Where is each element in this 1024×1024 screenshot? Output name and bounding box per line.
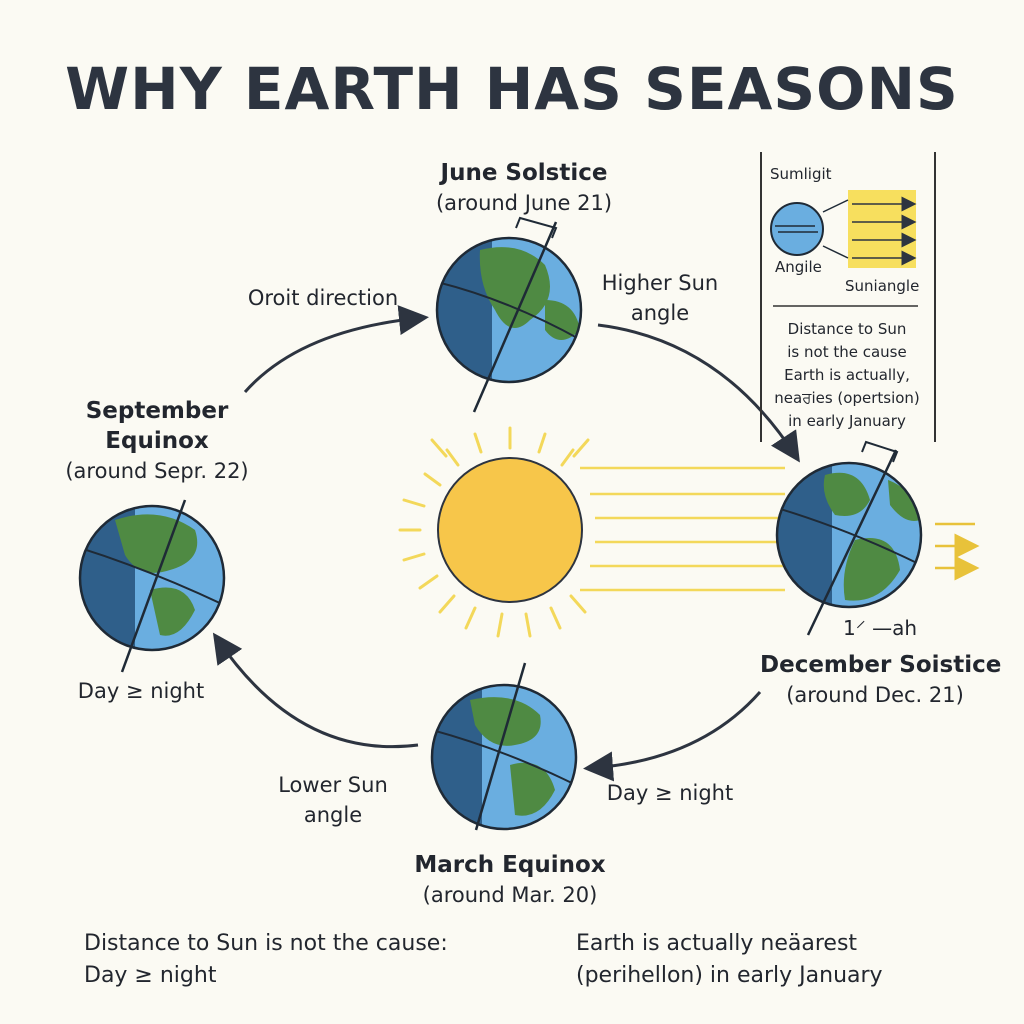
earth-september: [78, 499, 226, 673]
lower-sun-line1: Lower Sun: [278, 773, 388, 797]
sunlight-beams: [580, 466, 785, 592]
bottom-right-line1: Earth is actually neäarest: [576, 931, 858, 956]
higher-sun-angle-label: Higher Sun angle: [590, 268, 730, 328]
march-name: March Equinox: [414, 852, 606, 878]
september-date: (around Sepr. 22): [65, 459, 249, 483]
bottom-right-note: Earth is actually neäarest (perihellon) …: [576, 928, 883, 992]
day-night-left-label: Day ≥ night: [77, 679, 205, 703]
legend-note-line: neaਰies (opertsion): [774, 389, 920, 407]
december-date: (around Dec. 21): [786, 683, 964, 707]
december-mark-label: 1⸍ —ah: [842, 616, 917, 640]
page-title: WHY EARTH HAS SEASONS: [65, 55, 959, 123]
december-name: December Soistice: [760, 652, 1002, 678]
earth-december: [775, 440, 923, 636]
june-name: June Solstice: [440, 160, 608, 186]
legend-sunangle-label: Suniangle: [845, 277, 920, 295]
legend-graphic: [770, 190, 918, 307]
march-equinox-label: March Equinox (around Mar. 20): [390, 850, 630, 910]
sun-rays: [398, 426, 590, 638]
outgoing-light-arrows: [935, 522, 980, 581]
bottom-left-note: Distance to Sun is not the cause: Day ≥ …: [84, 928, 448, 992]
june-date: (around June 21): [435, 191, 613, 215]
legend-note-line: in early January: [788, 412, 906, 430]
legend-notes: Distance to Sun is not the cause Earth i…: [762, 318, 932, 433]
legend-sunlight-label: Sumligit: [770, 165, 832, 183]
december-solstice-label: December Soistice (around Dec. 21): [760, 650, 1002, 710]
june-solstice-label: June Solstice (around June 21): [409, 158, 639, 218]
lower-sun-angle-label: Lower Sun angle: [268, 770, 398, 830]
sun: [437, 457, 583, 603]
september-name-line2: Equinox: [105, 428, 209, 454]
bottom-left-line2: Day ≥ night: [84, 963, 217, 988]
orbit-direction-label: Oroit direction: [247, 286, 399, 310]
legend-note-line: Earth is actually,: [784, 366, 910, 384]
legend-angle-label: Angile: [775, 258, 822, 276]
earth-june: [435, 216, 583, 413]
legend-note-line: Distance to Sun: [787, 320, 907, 338]
legend-note-line: is not the cause: [787, 343, 907, 361]
orbit-arrow-sep-to-jun: [243, 305, 429, 393]
lower-sun-line2: angle: [303, 803, 363, 827]
september-equinox-label: September Equinox (around Sepr. 22): [40, 396, 274, 486]
march-date: (around Mar. 20): [422, 883, 598, 907]
legend-box: [760, 152, 936, 442]
day-night-right-label: Day ≥ night: [606, 781, 734, 805]
september-name-line1: September: [85, 398, 229, 424]
bottom-left-line1: Distance to Sun is not the cause:: [84, 931, 448, 956]
higher-sun-line1: Higher Sun: [601, 271, 719, 295]
higher-sun-line2: angle: [630, 301, 690, 325]
bottom-right-line2: (perihellon) in early January: [576, 963, 883, 988]
earth-march: [430, 662, 578, 831]
orbit-arrow-jun-to-dec: [597, 323, 800, 463]
orbit-arrow-mar-to-sep: [212, 632, 419, 749]
orbit-arrow-dec-to-mar: [583, 691, 762, 782]
